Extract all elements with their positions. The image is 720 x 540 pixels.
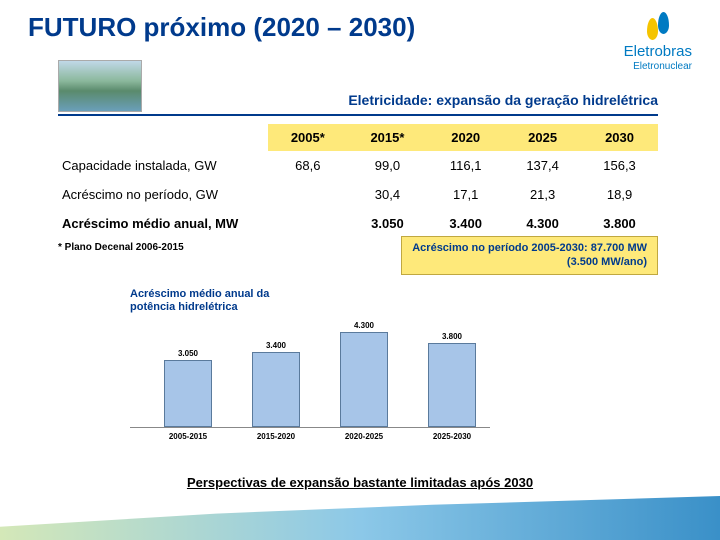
cell: 21,3 (504, 180, 581, 209)
bar-value-label: 3.800 (442, 332, 462, 341)
cell (268, 180, 348, 209)
bar (164, 360, 212, 428)
decorative-swoosh (0, 496, 720, 540)
cell: 68,6 (268, 151, 348, 180)
bar-chart-area: Acréscimo médio anual da potência hidrel… (130, 288, 490, 441)
table-row: Acréscimo no período, GW 30,4 17,1 21,3 … (58, 180, 658, 209)
row-label: Acréscimo médio anual, MW (58, 209, 268, 238)
cell: 156,3 (581, 151, 658, 180)
callout-line2: (3.500 MW/ano) (412, 255, 647, 269)
table-header: 2030 (581, 124, 658, 151)
cell: 18,9 (581, 180, 658, 209)
subtitle-row: Eletricidade: expansão da geração hidrel… (58, 60, 658, 116)
table-header (58, 124, 268, 151)
table-row: Capacidade instalada, GW 68,6 99,0 116,1… (58, 151, 658, 180)
bar (252, 352, 300, 428)
x-label: 2020-2025 (326, 432, 402, 441)
bar-value-label: 3.400 (266, 341, 286, 350)
table-header-row: 2005* 2015* 2020 2025 2030 (58, 124, 658, 151)
hydro-dam-image (58, 60, 142, 112)
bar-chart: 3.050 3.400 4.300 3.800 (130, 318, 490, 428)
x-label: 2025-2030 (414, 432, 490, 441)
bar-group: 3.800 (414, 332, 490, 427)
bar-group: 3.050 (150, 349, 226, 428)
cell: 116,1 (427, 151, 504, 180)
logo-drop-icon (647, 12, 669, 42)
table-header: 2015* (348, 124, 428, 151)
callout-box: Acréscimo no período 2005-2030: 87.700 M… (401, 236, 658, 275)
conclusion-text: Perspectivas de expansão bastante limita… (187, 475, 533, 490)
row-label: Capacidade instalada, GW (58, 151, 268, 180)
table-row: Acréscimo médio anual, MW 3.050 3.400 4.… (58, 209, 658, 238)
bar-group: 3.400 (238, 341, 314, 428)
chart-title: Acréscimo médio anual da potência hidrel… (130, 288, 490, 314)
cell: 3.050 (348, 209, 428, 238)
callout-line1: Acréscimo no período 2005-2030: 87.700 M… (412, 241, 647, 255)
bar (428, 343, 476, 427)
page-title: FUTURO próximo (2020 – 2030) (28, 12, 415, 43)
data-table: 2005* 2015* 2020 2025 2030 Capacidade in… (58, 124, 658, 238)
logo-brand: Eletrobras (624, 44, 692, 61)
x-label: 2005-2015 (150, 432, 226, 441)
cell: 30,4 (348, 180, 428, 209)
bar-value-label: 3.050 (178, 349, 198, 358)
bar (340, 332, 388, 428)
cell: 4.300 (504, 209, 581, 238)
cell (268, 209, 348, 238)
cell: 99,0 (348, 151, 428, 180)
slide: FUTURO próximo (2020 – 2030) Eletrobras … (0, 0, 720, 540)
content-area: Eletricidade: expansão da geração hidrel… (58, 60, 658, 253)
cell: 3.400 (427, 209, 504, 238)
subtitle: Eletricidade: expansão da geração hidrel… (154, 92, 658, 112)
x-axis-labels: 2005-2015 2015-2020 2020-2025 2025-2030 (130, 432, 490, 441)
table-header: 2025 (504, 124, 581, 151)
row-label: Acréscimo no período, GW (58, 180, 268, 209)
table-header: 2020 (427, 124, 504, 151)
table-header: 2005* (268, 124, 348, 151)
bar-value-label: 4.300 (354, 321, 374, 330)
cell: 137,4 (504, 151, 581, 180)
cell: 3.800 (581, 209, 658, 238)
bar-group: 4.300 (326, 321, 402, 428)
cell: 17,1 (427, 180, 504, 209)
x-label: 2015-2020 (238, 432, 314, 441)
